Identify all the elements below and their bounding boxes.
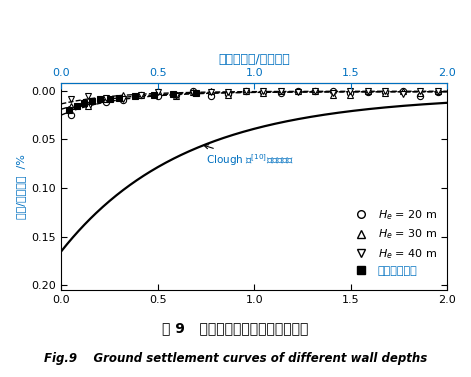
Text: Clough 等$^{[10]}$沉降包络线: Clough 等$^{[10]}$沉降包络线 [204,145,294,168]
Legend: $H_e$ = 20 m, $H_e$ = 30 m, $H_e$ = 40 m, 本工程实测值: $H_e$ = 20 m, $H_e$ = 30 m, $H_e$ = 40 m… [346,204,442,280]
Text: 图 9   不同成墙深度的地表沉降曲线: 图 9 不同成墙深度的地表沉降曲线 [162,321,309,335]
Text: Fig.9    Ground settlement curves of different wall depths: Fig.9 Ground settlement curves of differ… [44,352,427,365]
Y-axis label: 沉降/最大槽深  /%: 沉降/最大槽深 /% [16,154,26,219]
X-axis label: 距槽边距离/最大槽深: 距槽边距离/最大槽深 [219,52,290,66]
